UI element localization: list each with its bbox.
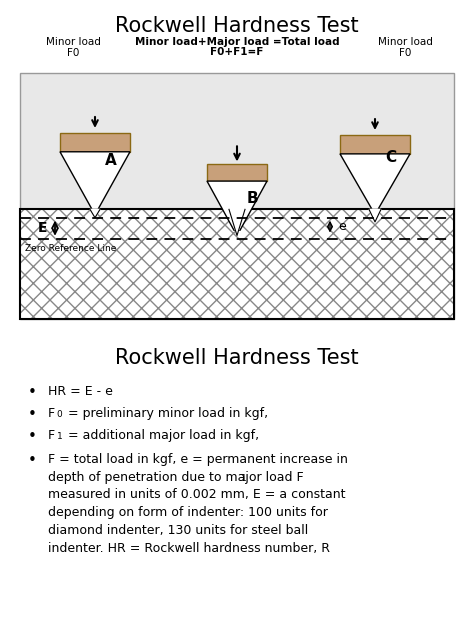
Polygon shape: [60, 152, 130, 209]
Text: Minor load
F0: Minor load F0: [46, 37, 100, 58]
Polygon shape: [90, 209, 100, 217]
Text: •: •: [28, 428, 37, 444]
Text: F: F: [48, 428, 55, 442]
Text: e: e: [338, 220, 346, 233]
Bar: [20, 209, 454, 319]
Bar: [20, 73, 454, 319]
Text: Minor load
F0: Minor load F0: [378, 37, 432, 58]
Bar: [340, 135, 410, 154]
Text: A: A: [105, 153, 117, 167]
Bar: [207, 164, 267, 181]
Text: Rockwell Hardness Test: Rockwell Hardness Test: [115, 16, 359, 35]
Text: HR = E - e: HR = E - e: [48, 385, 113, 398]
Text: Minor load+Major load =Total load: Minor load+Major load =Total load: [135, 37, 339, 47]
Text: = preliminary minor load in kgf,: = preliminary minor load in kgf,: [64, 407, 268, 420]
Text: E: E: [38, 221, 48, 235]
Bar: [20, 209, 454, 319]
Text: Rockwell Hardness Test: Rockwell Hardness Test: [115, 348, 359, 368]
Text: F = total load in kgf, e = permanent increase in: F = total load in kgf, e = permanent inc…: [48, 453, 348, 466]
Polygon shape: [207, 181, 267, 230]
Text: = additional major load in kgf,: = additional major load in kgf,: [64, 428, 259, 442]
Text: depth of penetration due to major load F: depth of penetration due to major load F: [48, 470, 304, 483]
Text: C: C: [385, 150, 396, 164]
Bar: [60, 133, 130, 152]
Text: •: •: [28, 453, 37, 468]
Text: measured in units of 0.002 mm, E = a constant: measured in units of 0.002 mm, E = a con…: [48, 489, 346, 501]
Text: F: F: [48, 407, 55, 420]
Text: Zero Reference Line: Zero Reference Line: [25, 244, 117, 253]
Bar: [20, 209, 454, 319]
Text: B: B: [247, 191, 259, 207]
Text: indenter. HR = Rockwell hardness number, R: indenter. HR = Rockwell hardness number,…: [48, 542, 330, 556]
Text: diamond indenter, 130 units for steel ball: diamond indenter, 130 units for steel ba…: [48, 525, 308, 537]
Text: depending on form of indenter: 100 units for: depending on form of indenter: 100 units…: [48, 506, 328, 520]
Text: 1: 1: [56, 432, 62, 441]
Text: F0+F1=F: F0+F1=F: [210, 47, 264, 57]
Polygon shape: [229, 209, 245, 236]
Text: •: •: [28, 407, 37, 422]
Polygon shape: [340, 154, 410, 209]
Polygon shape: [369, 209, 381, 222]
Text: •: •: [28, 385, 37, 400]
Text: 1: 1: [241, 473, 247, 482]
Text: 0: 0: [56, 410, 62, 419]
